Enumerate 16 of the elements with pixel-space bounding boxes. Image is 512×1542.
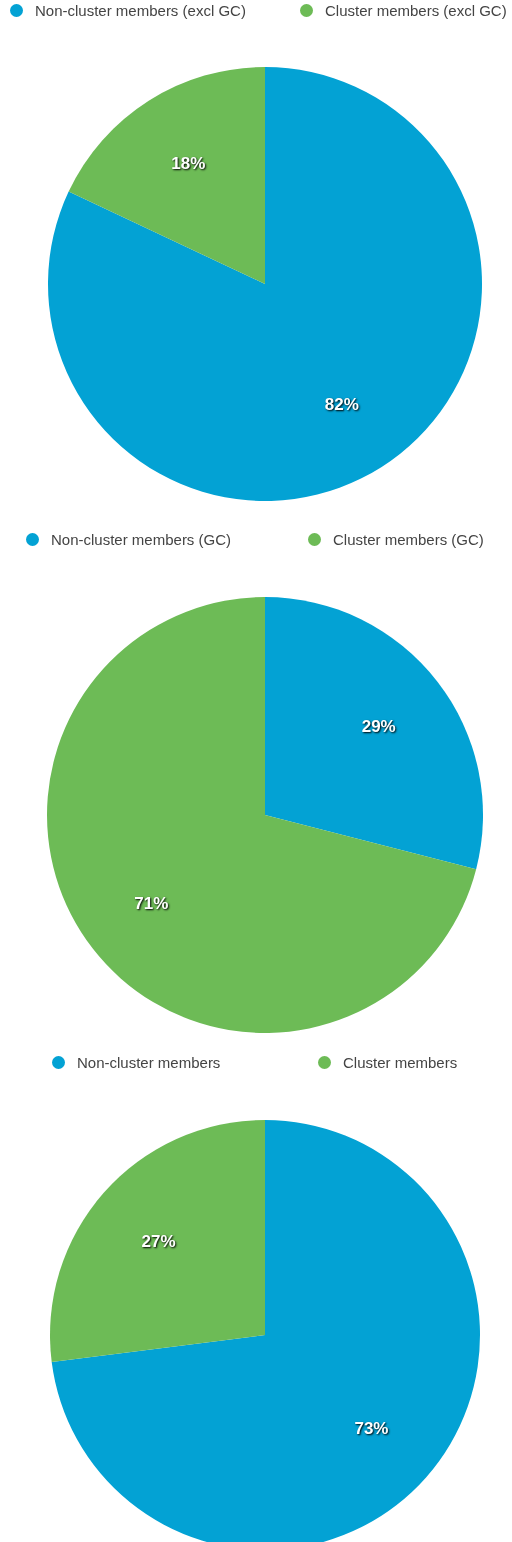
data-label: 27% [141,1231,176,1251]
pie-slice [68,67,265,284]
pie-slice [47,597,477,1033]
legend-label: Non-cluster members [77,1054,221,1071]
data-label: 29% [361,717,396,737]
legend-label: Non-cluster members (excl GC) [35,2,246,19]
data-label: 71% [134,893,169,913]
pie-slice [265,597,483,870]
data-label: 73% [354,1419,389,1439]
pie-slice [48,67,482,501]
legend-label: Cluster members [343,1054,458,1071]
data-label: 18% [171,153,206,173]
legend-label: Cluster members (GC) [333,531,484,548]
legend-label: Cluster members (excl GC) [325,2,507,19]
legend-label: Non-cluster members (GC) [51,531,232,548]
data-label: 82% [324,395,359,415]
